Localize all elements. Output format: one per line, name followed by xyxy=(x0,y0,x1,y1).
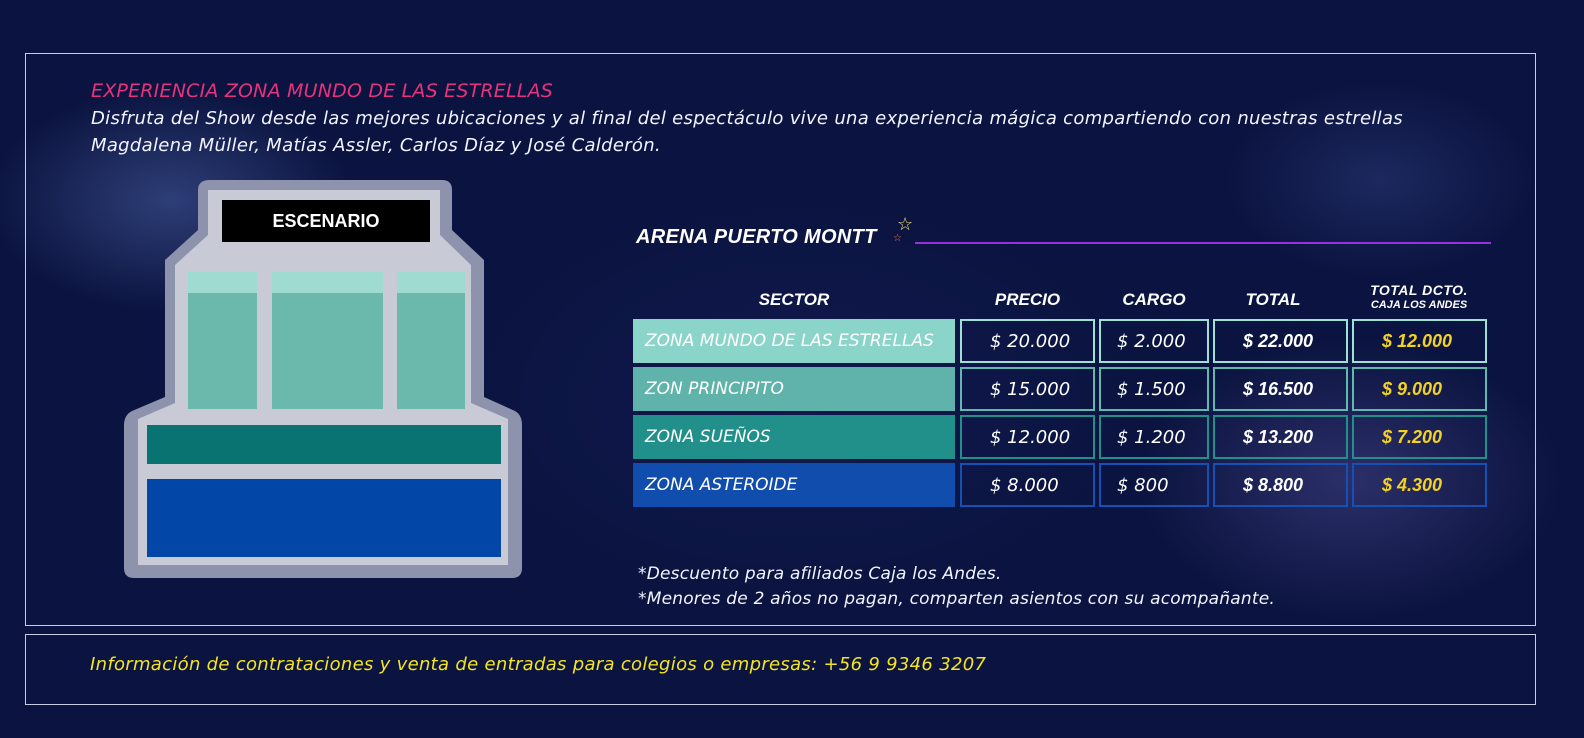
table-row: ZON PRINCIPITO $ 15.000 $ 1.500 $ 16.500… xyxy=(633,367,1493,411)
discount-total-cell: $ 12.000 xyxy=(1352,319,1487,363)
stage xyxy=(222,200,430,242)
experience-title: EXPERIENCIA ZONA MUNDO DE LAS ESTRELLAS xyxy=(91,80,554,102)
charge-cell: $ 1.200 xyxy=(1099,415,1209,459)
total-cell: $ 16.500 xyxy=(1213,367,1348,411)
contact-panel xyxy=(25,634,1536,705)
info-panel xyxy=(25,53,1536,626)
discount-total-cell: $ 7.200 xyxy=(1352,415,1487,459)
charge-cell: $ 2.000 xyxy=(1099,319,1209,363)
footnote-children: *Menores de 2 años no pagan, comparten a… xyxy=(638,589,1275,609)
header-sector: SECTOR xyxy=(758,290,830,309)
footnotes: *Descuento para afiliados Caja los Andes… xyxy=(638,562,1275,612)
sector-name: ZONA ASTEROIDE xyxy=(633,463,955,507)
total-cell: $ 22.000 xyxy=(1213,319,1348,363)
zone-asteroide-block xyxy=(147,479,501,557)
header-total-dcto: TOTAL DCTO. CAJA LOS ANDES xyxy=(1352,282,1486,311)
table-row: ZONA MUNDO DE LAS ESTRELLAS $ 20.000 $ 2… xyxy=(633,319,1493,363)
header-total-dcto-line2: CAJA LOS ANDES xyxy=(1370,299,1468,311)
stage-label: ESCENARIO xyxy=(272,210,380,231)
price-cell: $ 8.000 xyxy=(960,463,1095,507)
total-cell: $ 13.200 xyxy=(1213,415,1348,459)
star-outline-icon: ☆ xyxy=(897,214,914,235)
table-row: ZONA SUEÑOS $ 12.000 $ 1.200 $ 13.200 $ … xyxy=(633,415,1493,459)
header-cargo: CARGO xyxy=(1122,290,1186,309)
sector-name: ZONA SUEÑOS xyxy=(633,415,955,459)
discount-total-cell: $ 4.300 xyxy=(1352,463,1487,507)
header-total-dcto-line1: TOTAL DCTO. xyxy=(1370,282,1468,298)
experience-description: Disfruta del Show desde las mejores ubic… xyxy=(91,108,1403,156)
venue-map xyxy=(124,180,522,578)
total-cell: $ 8.800 xyxy=(1213,463,1348,507)
price-cell: $ 20.000 xyxy=(960,319,1095,363)
price-cell: $ 15.000 xyxy=(960,367,1095,411)
charge-cell: $ 1.500 xyxy=(1099,367,1209,411)
footnote-discount: *Descuento para afiliados Caja los Andes… xyxy=(638,564,1002,584)
header-precio: PRECIO xyxy=(994,290,1061,309)
zone-estrellas-blocks xyxy=(188,272,465,409)
table-row: ZONA ASTEROIDE $ 8.000 $ 800 $ 8.800 $ 4… xyxy=(633,463,1493,507)
header-total: TOTAL xyxy=(1245,290,1301,309)
zone-suenos-block xyxy=(147,425,501,464)
price-cell: $ 12.000 xyxy=(960,415,1095,459)
venue-divider xyxy=(915,242,1491,244)
sector-name: ZONA MUNDO DE LAS ESTRELLAS xyxy=(633,319,955,363)
venue-name: ARENA PUERTO MONTT xyxy=(636,226,877,248)
discount-total-cell: $ 9.000 xyxy=(1352,367,1487,411)
sector-name: ZON PRINCIPITO xyxy=(633,367,955,411)
charge-cell: $ 800 xyxy=(1099,463,1209,507)
contact-info: Información de contrataciones y venta de… xyxy=(90,654,987,675)
small-star-icon: ☆ xyxy=(893,233,902,244)
